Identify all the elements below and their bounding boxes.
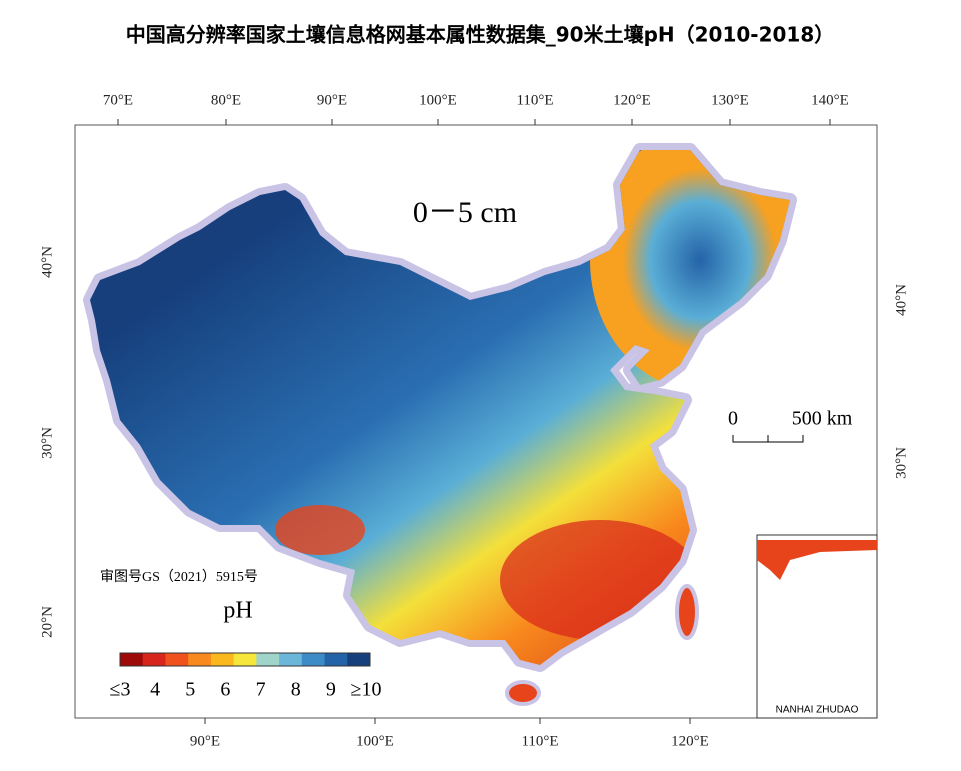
colorbar-swatch (142, 653, 166, 666)
latitude-label: 30°N (893, 447, 909, 479)
longitude-label: 120°E (613, 92, 651, 108)
scale-end: 500 km (792, 408, 853, 430)
colorbar-swatch (233, 653, 257, 666)
latitude-label: 40°N (893, 284, 909, 316)
legend-tick-label: 4 (150, 679, 160, 701)
colorbar: ≤3 4 5 6 7 8 9 ≥10 (110, 652, 382, 701)
inset-label: NANHAI ZHUDAO (776, 705, 859, 716)
latitude-label: 30°N (39, 427, 55, 459)
longitude-label: 100°E (419, 92, 457, 108)
legend-tick-label: 6 (220, 679, 230, 701)
title: 中国高分辨率国家土壤信息格网基本属性数据集_90米土壤pH（2010-2018） (126, 23, 835, 47)
colorbar-swatch (279, 653, 303, 666)
longitude-label: 90°E (190, 733, 220, 749)
longitude-label: 70°E (103, 92, 133, 108)
colorbar-swatch (120, 653, 144, 666)
inset-coast (757, 540, 877, 580)
longitude-label: 130°E (711, 92, 749, 108)
hainan (505, 680, 541, 706)
longitude-label: 90°E (317, 92, 347, 108)
latitude-label: 20°N (39, 606, 55, 638)
legend-tick-label: ≤3 (110, 679, 131, 701)
longitude-label: 110°E (521, 733, 558, 749)
legend-tick-label: 7 (256, 679, 266, 701)
colorbar-swatch (256, 653, 280, 666)
legend-tick-label: ≥10 (351, 679, 382, 701)
legend-tick-label: 5 (185, 679, 195, 701)
longitude-label: 110°E (516, 92, 553, 108)
taiwan (675, 584, 699, 640)
colorbar-outline (119, 652, 371, 667)
longitude-label: 100°E (356, 733, 394, 749)
colorbar-swatch (324, 653, 348, 666)
legend-tick-label: 8 (291, 679, 301, 701)
legend-tick-label: 9 (326, 679, 336, 701)
depth-label: 0－5 cm (413, 196, 517, 229)
colorbar-swatch (301, 653, 326, 666)
colorbar-swatch (188, 653, 212, 666)
colorbar-swatch (165, 653, 189, 666)
approval-number: 审图号GS（2021）5915号 (100, 569, 258, 585)
longitude-label: 140°E (811, 92, 849, 108)
colorbar-swatch (210, 653, 235, 666)
longitude-label: 120°E (671, 733, 709, 749)
scale-start: 0 (728, 408, 738, 430)
latitude-label: 40°N (39, 246, 55, 278)
longitude-label: 80°E (211, 92, 241, 108)
colorbar-swatch (347, 653, 371, 666)
legend-title: pH (223, 598, 252, 624)
scale-bar (732, 435, 804, 443)
